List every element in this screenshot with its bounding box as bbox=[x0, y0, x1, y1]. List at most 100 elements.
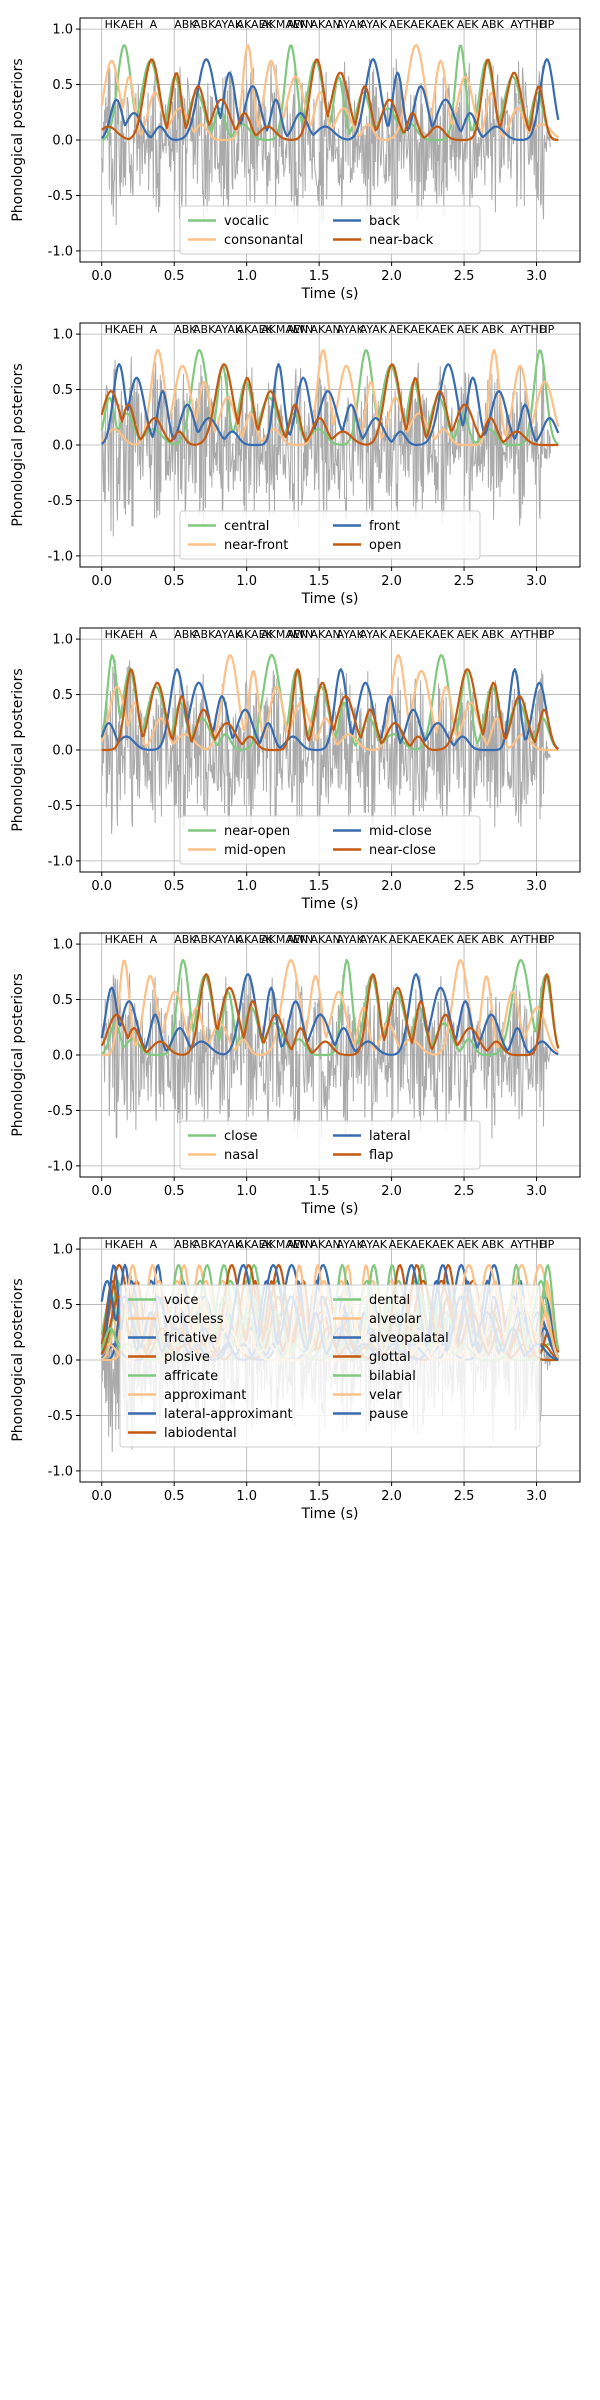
x-tick-label: 2.0 bbox=[381, 879, 402, 894]
x-tick-label: 0.5 bbox=[164, 1489, 185, 1504]
phone-label: AYAK bbox=[360, 628, 388, 641]
y-axis-label: Phonological posteriors bbox=[10, 1278, 26, 1441]
phone-label: AYAK bbox=[337, 1238, 365, 1251]
phone-label: ABK bbox=[174, 323, 197, 336]
legend-box bbox=[179, 510, 481, 560]
phone-label: AKAEK bbox=[237, 1238, 274, 1251]
x-tick-label: 1.0 bbox=[236, 269, 257, 284]
legend-label-pause: pause bbox=[369, 1407, 408, 1422]
legend-box bbox=[179, 1120, 481, 1170]
x-tick-label: 2.5 bbox=[454, 574, 475, 589]
phone-label: AYAK bbox=[360, 18, 388, 31]
phone-label: AKAN bbox=[310, 628, 340, 641]
phone-label: AKMAEN bbox=[261, 18, 308, 31]
audio-waveform bbox=[101, 972, 551, 1139]
series-line-close bbox=[101, 958, 560, 1057]
x-tick-label: 2.5 bbox=[454, 1184, 475, 1199]
x-tick-label: 0.5 bbox=[164, 574, 185, 589]
series-line-nasal bbox=[101, 959, 559, 1057]
legend-label-near-open: near-open bbox=[224, 824, 290, 839]
phone-label: AWN bbox=[287, 1238, 313, 1251]
x-tick-label: 1.0 bbox=[236, 1184, 257, 1199]
legend: central near-front front open bbox=[179, 510, 481, 560]
y-tick-label: 0.0 bbox=[52, 1354, 73, 1369]
series-line-near-close bbox=[101, 668, 559, 752]
phone-label: HP bbox=[539, 628, 554, 641]
y-tick-label: 1.0 bbox=[52, 1243, 73, 1258]
phone-label: HK bbox=[105, 1238, 121, 1251]
x-tick-label: 2.0 bbox=[381, 1489, 402, 1504]
y-tick-label: -1.0 bbox=[48, 244, 73, 259]
series-line-near-back bbox=[101, 58, 559, 142]
y-tick-label: 0.5 bbox=[52, 78, 73, 93]
phone-label: AKAN bbox=[310, 18, 340, 31]
y-tick-label: 0.5 bbox=[52, 993, 73, 1008]
plot-area bbox=[100, 958, 560, 1139]
phone-label: AEK bbox=[432, 1238, 454, 1251]
y-axis-label: Phonological posteriors bbox=[10, 58, 26, 221]
phone-label: HK bbox=[105, 628, 121, 641]
legend: near-open mid-open mid-close near-close bbox=[179, 815, 481, 865]
y-tick-label: 1.0 bbox=[52, 23, 73, 38]
phone-label: A bbox=[150, 323, 158, 336]
phone-label: AEK bbox=[457, 1238, 479, 1251]
x-tick-label: 0.5 bbox=[164, 269, 185, 284]
phone-label: AYAK bbox=[337, 933, 365, 946]
legend-label-mid-open: mid-open bbox=[224, 843, 286, 858]
legend-label-alveolar: alveolar bbox=[369, 1312, 422, 1327]
legend-label-labiodental: labiodental bbox=[164, 1426, 237, 1441]
x-axis-label: Time (s) bbox=[301, 591, 359, 607]
legend-label-vocalic: vocalic bbox=[224, 214, 269, 229]
y-tick-label: 0.0 bbox=[52, 134, 73, 149]
phone-label: AEK bbox=[410, 323, 432, 336]
phone-label: AEH bbox=[121, 1238, 144, 1251]
x-tick-label: 2.5 bbox=[454, 879, 475, 894]
phone-label: AYTHD bbox=[510, 933, 547, 946]
legend-box bbox=[119, 1284, 541, 1448]
x-tick-label: 2.0 bbox=[381, 1184, 402, 1199]
x-tick-label: 0.0 bbox=[91, 879, 112, 894]
phone-label: ABK bbox=[481, 628, 504, 641]
legend-label-dental: dental bbox=[369, 1293, 410, 1308]
phone-label: AKAEK bbox=[237, 18, 274, 31]
x-tick-label: 1.5 bbox=[309, 1184, 330, 1199]
legend-label-bilabial: bilabial bbox=[369, 1369, 416, 1384]
phone-label: AEK bbox=[389, 1238, 411, 1251]
phone-label: HK bbox=[105, 933, 121, 946]
phone-label: AYTHD bbox=[510, 323, 547, 336]
phone-label: AEK bbox=[389, 933, 411, 946]
legend-label-alveopalatal: alveopalatal bbox=[369, 1331, 449, 1346]
phone-label: AYTHD bbox=[510, 628, 547, 641]
y-tick-label: -0.5 bbox=[48, 1104, 73, 1119]
y-tick-label: -0.5 bbox=[48, 494, 73, 509]
y-axis-label: Phonological posteriors bbox=[10, 668, 26, 831]
chart-panel-2: 0.0 0.5 1.0 1.5 2.0 2.5 3.0 -1.0 -0.5 0.0 0.5 1.0 Ti… bbox=[10, 322, 581, 607]
legend-label-flap: flap bbox=[369, 1148, 393, 1163]
phone-label: ABK bbox=[174, 1238, 197, 1251]
phone-label: A bbox=[150, 628, 158, 641]
series-line-back bbox=[100, 58, 560, 141]
x-tick-label: 2.0 bbox=[381, 574, 402, 589]
y-axis-label: Phonological posteriors bbox=[10, 363, 26, 526]
x-axis-label: Time (s) bbox=[301, 1201, 359, 1217]
phone-label: AKMAEN bbox=[261, 1238, 308, 1251]
chart-panel-3: 0.0 0.5 1.0 1.5 2.0 2.5 3.0 -1.0 -0.5 0.0 0.5 1.0 Ti… bbox=[10, 627, 581, 912]
legend-label-voiceless: voiceless bbox=[164, 1312, 224, 1327]
series-line-near-front bbox=[100, 349, 560, 447]
y-tick-label: -0.5 bbox=[48, 799, 73, 814]
phone-label: HP bbox=[539, 933, 554, 946]
phone-label: AEK bbox=[389, 323, 411, 336]
x-tick-label: 3.0 bbox=[526, 1489, 547, 1504]
x-tick-label: 2.5 bbox=[454, 1489, 475, 1504]
x-tick-label: 1.0 bbox=[236, 1489, 257, 1504]
phone-label: HP bbox=[539, 18, 554, 31]
y-tick-label: 0.5 bbox=[52, 383, 73, 398]
phone-label: AEK bbox=[389, 628, 411, 641]
x-tick-label: 1.0 bbox=[236, 879, 257, 894]
chart-panel-4: 0.0 0.5 1.0 1.5 2.0 2.5 3.0 -1.0 -0.5 0.0 0.5 1.0 Ti… bbox=[10, 932, 581, 1217]
phone-label: AYAK bbox=[337, 323, 365, 336]
x-axis-label: Time (s) bbox=[301, 896, 359, 912]
phone-label: AEK bbox=[410, 1238, 432, 1251]
phone-label: AEK bbox=[432, 628, 454, 641]
legend-label-fricative: fricative bbox=[164, 1331, 217, 1346]
